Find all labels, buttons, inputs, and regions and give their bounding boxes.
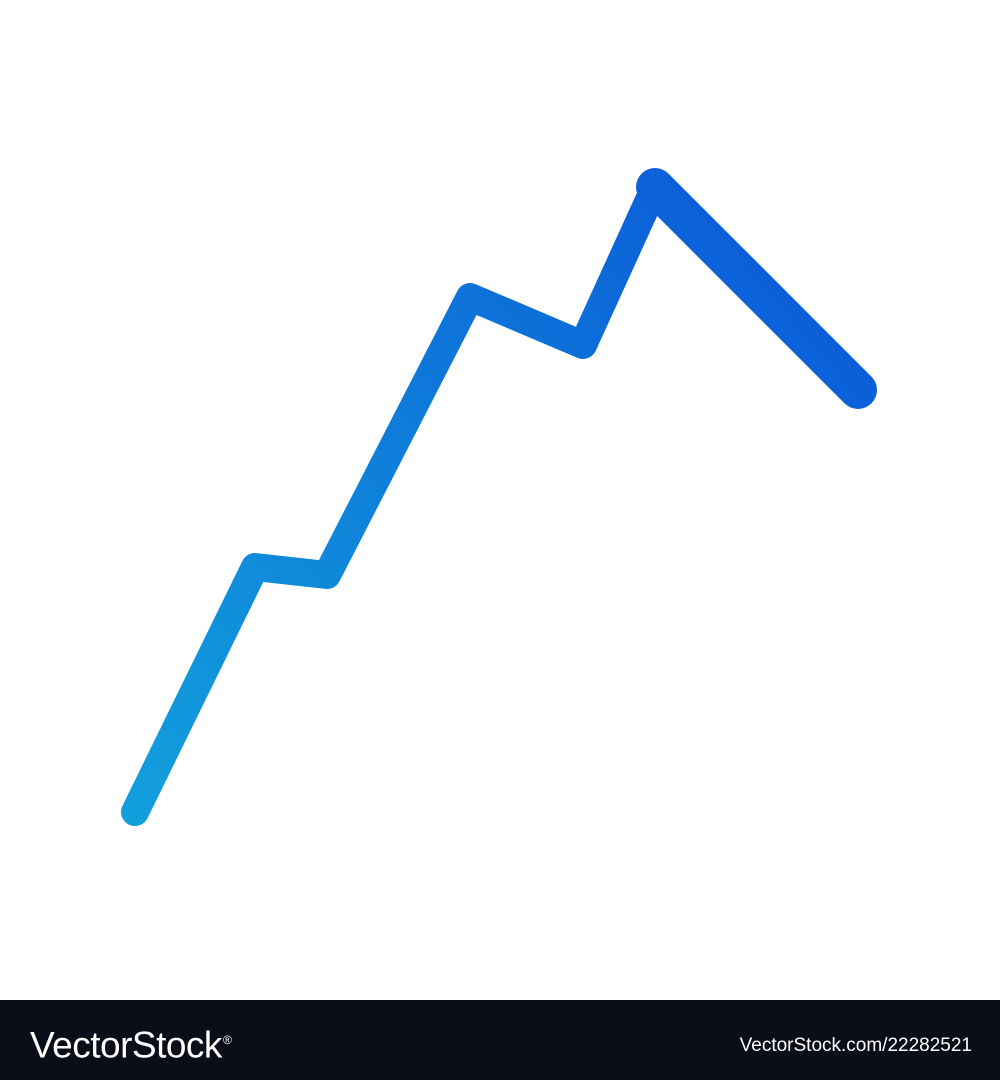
registered-mark: ® xyxy=(222,1033,232,1047)
brand-logo: VectorStock® xyxy=(30,1018,232,1067)
artwork-area xyxy=(121,168,877,826)
brand-name: VectorStock xyxy=(30,1024,222,1066)
trend-line xyxy=(121,173,669,826)
line-chart-trend-icon xyxy=(121,168,877,826)
trend-line-final-segment xyxy=(636,168,877,409)
image-id-text: VectorStock.com/22282521 xyxy=(739,1035,972,1056)
watermark-footer: VectorStock® VectorStock.com/22282521 xyxy=(0,1000,1000,1080)
